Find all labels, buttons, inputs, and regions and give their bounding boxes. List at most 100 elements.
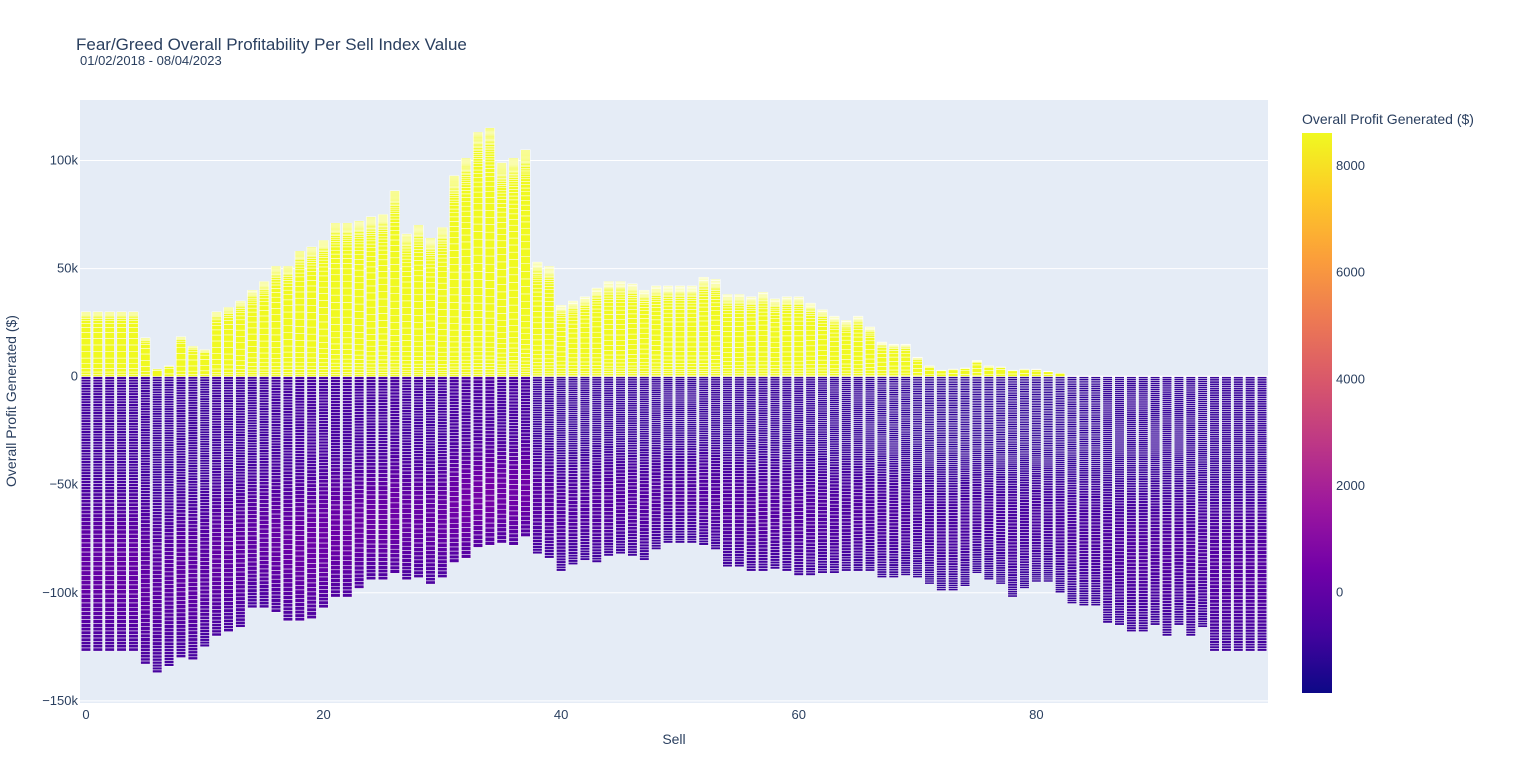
bar-segment (425, 300, 436, 308)
bar-stack[interactable] (568, 300, 579, 565)
bar-stack[interactable] (271, 266, 282, 613)
bar-segment (449, 382, 460, 387)
bar-segment (413, 559, 424, 564)
bar-segment (342, 429, 353, 434)
bar-stack[interactable] (318, 240, 329, 609)
bar-segment (389, 561, 400, 567)
bar-segment (544, 397, 555, 401)
bar-segment (568, 397, 579, 401)
bar-segment (651, 304, 662, 308)
bar-segment (140, 605, 151, 611)
bar-segment (199, 577, 210, 583)
bar-stack[interactable] (342, 222, 353, 598)
bar-segment (342, 448, 353, 452)
bar-stack[interactable] (187, 346, 198, 661)
bar-stack[interactable] (639, 289, 650, 561)
bar-stack[interactable] (294, 251, 305, 622)
bar-stack[interactable] (223, 307, 234, 632)
bar-segment (187, 391, 198, 395)
bar-segment (140, 397, 151, 401)
bar-segment (235, 580, 246, 586)
bar-stack[interactable] (496, 162, 507, 544)
bar-segment (330, 435, 341, 440)
bar-segment (271, 384, 282, 388)
bar-segment (104, 477, 115, 481)
bar-segment (211, 340, 222, 348)
bar-segment (401, 276, 412, 283)
bar-stack[interactable] (164, 365, 175, 667)
bar-segment (330, 274, 341, 282)
bar-stack[interactable] (140, 337, 151, 665)
bar-segment (591, 342, 602, 349)
bar-stack[interactable] (104, 311, 115, 652)
bar-segment (449, 550, 460, 556)
bar-stack[interactable] (579, 296, 590, 561)
bar-segment (164, 381, 175, 385)
bar-stack[interactable] (401, 233, 412, 581)
bar-segment (627, 496, 638, 502)
bar-segment (342, 582, 353, 587)
bar-segment (92, 477, 103, 481)
bar-segment (259, 410, 270, 414)
bar-stack[interactable] (259, 281, 270, 609)
bar-segment (342, 500, 353, 506)
bar-stack[interactable] (532, 261, 543, 555)
bar-stack[interactable] (627, 283, 638, 557)
bar-stack[interactable] (508, 158, 519, 546)
bar-stack[interactable] (92, 311, 103, 652)
bar-stack[interactable] (484, 127, 495, 546)
bar-segment (496, 477, 507, 484)
bar-stack[interactable] (603, 281, 614, 557)
bar-stack[interactable] (663, 285, 674, 544)
bar-stack[interactable] (591, 287, 602, 563)
bar-stack[interactable] (80, 311, 91, 652)
bar-stack[interactable] (175, 336, 186, 658)
bar-segment (568, 378, 579, 382)
bar-segment (532, 362, 543, 367)
bar-segment (615, 334, 626, 341)
bar-stack[interactable] (520, 149, 531, 537)
bar-segment (92, 406, 103, 410)
bar-stack[interactable] (437, 227, 448, 578)
bar-segment (271, 288, 282, 293)
bar-segment (92, 457, 103, 461)
bar-stack[interactable] (354, 220, 365, 589)
bar-segment (342, 400, 353, 404)
bar-segment (508, 409, 519, 414)
bar-stack[interactable] (235, 300, 246, 628)
bar-stack[interactable] (211, 311, 222, 637)
bar-stack[interactable] (282, 266, 293, 622)
bar-segment (532, 521, 543, 526)
bar-stack[interactable] (247, 289, 258, 609)
bar-segment (615, 545, 626, 549)
bar-segment (651, 527, 662, 531)
bar-stack[interactable] (461, 158, 472, 559)
bar-segment (579, 393, 590, 396)
bar-stack[interactable] (330, 222, 341, 598)
bar-stack[interactable] (425, 238, 436, 585)
bar-stack[interactable] (413, 225, 424, 578)
bar-segment (389, 461, 400, 467)
bar-segment (579, 424, 590, 428)
bar-stack[interactable] (449, 175, 460, 563)
bar-stack[interactable] (544, 266, 555, 559)
bar-stack[interactable] (128, 311, 139, 652)
bar-stack[interactable] (377, 214, 388, 581)
bar-stack[interactable] (472, 132, 483, 548)
bar-stack[interactable] (651, 285, 662, 550)
bar-stack[interactable] (556, 305, 567, 572)
bar-segment (80, 457, 91, 461)
bar-stack[interactable] (366, 216, 377, 581)
bar-segment (199, 561, 210, 566)
bar-segment (342, 421, 353, 425)
bar-segment (627, 305, 638, 310)
bar-stack[interactable] (199, 349, 210, 648)
bar-segment (366, 534, 377, 540)
bar-stack[interactable] (306, 246, 317, 619)
bar-stack[interactable] (152, 368, 163, 673)
bar-segment (318, 465, 329, 470)
bar-stack[interactable] (389, 190, 400, 574)
bar-stack[interactable] (615, 281, 626, 555)
bar-stack[interactable] (116, 311, 127, 652)
bar-segment (282, 568, 293, 575)
